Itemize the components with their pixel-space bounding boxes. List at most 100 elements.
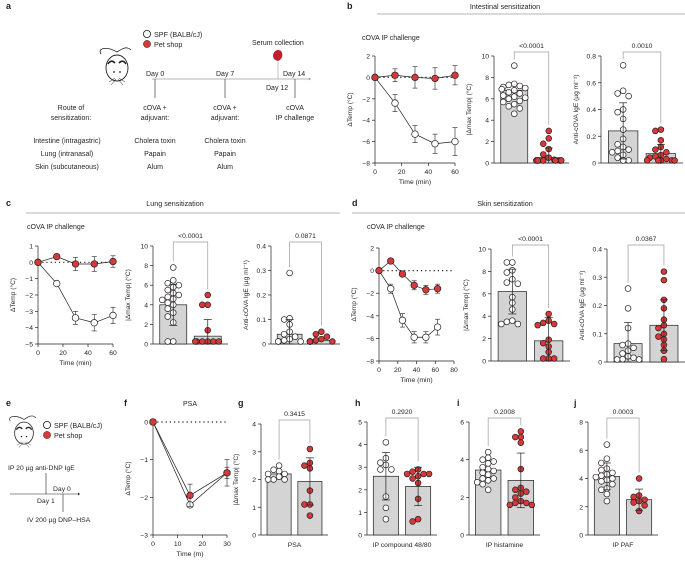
- data-point-spf: [506, 96, 512, 102]
- data-point-petshop: [546, 311, 552, 317]
- panel-label-d: d: [352, 198, 358, 208]
- day-7-label: Day 7: [216, 71, 234, 78]
- data-point-spf: [378, 460, 384, 466]
- data-point-petshop: [387, 258, 394, 265]
- data-point-spf: [159, 297, 165, 303]
- y-tick-label: 6: [485, 96, 489, 103]
- y-axis-label: Anti-cOVA IgE (µg ml⁻¹): [579, 271, 586, 341]
- y-tick-label: 0.2: [587, 134, 597, 141]
- col3-header-1: cOVA: [286, 105, 304, 112]
- data-point-spf: [615, 91, 621, 97]
- data-point-spf: [276, 468, 282, 474]
- legend-petshop-marker: [43, 431, 50, 438]
- data-point-spf: [452, 138, 459, 145]
- chart-c-max: 0 2 4 6 8 10 |Δmax Temp| (°C) <0.0001: [124, 233, 228, 349]
- data-point-spf: [604, 498, 610, 504]
- section-title-b: Intestinal sensitization: [470, 2, 540, 11]
- data-point-spf: [271, 467, 277, 473]
- mouse-icon: [100, 48, 131, 85]
- data-point-spf: [615, 141, 621, 147]
- y-tick-label: 4: [252, 422, 256, 429]
- data-point-petshop: [210, 339, 216, 345]
- data-point-spf: [604, 456, 610, 462]
- y-tick-label: 0.4: [257, 244, 267, 251]
- chart-b-line: −8−6−4−202ΔTemp (°C)cOVA IP challenge0 20…: [346, 35, 459, 186]
- x-tick-label: 80: [450, 367, 458, 374]
- panel-a: a SPF (BALB/cJ) Pet shop Serum collectio…: [6, 1, 314, 171]
- y-tick-label: 0: [366, 75, 370, 82]
- data-point-spf: [631, 345, 637, 351]
- chart-f-line: −3 −2 −1 0 ΔTemp (°C) PSA 0 10 20 30 Time (m): [124, 401, 231, 558]
- y-axis-label: ΔTemp (°C): [350, 287, 358, 321]
- y-tick-label: 6: [144, 283, 148, 290]
- y-tick-label: −3: [25, 309, 33, 316]
- data-point-spf: [615, 148, 621, 154]
- data-point-petshop: [205, 302, 211, 308]
- data-point-spf: [383, 505, 389, 511]
- y-axis-label: |Δmax Temp| (°C): [465, 84, 473, 136]
- p-value-label: 0.2008: [494, 409, 515, 416]
- p-value-label: 0.0010: [632, 43, 653, 50]
- y-tick-label: 4: [579, 476, 583, 483]
- y-tick-label: 0: [262, 342, 266, 349]
- ip-injection-label: IP 20 µg anti-DNP IgE: [8, 465, 75, 472]
- data-point-petshop: [307, 513, 313, 519]
- data-point-petshop: [313, 331, 319, 337]
- data-point-petshop: [512, 487, 518, 493]
- data-point-petshop: [535, 322, 541, 328]
- data-point-spf: [498, 321, 504, 327]
- data-point-spf: [411, 334, 418, 341]
- significance-bracket: [279, 420, 310, 460]
- data-point-petshop: [434, 285, 441, 292]
- data-point-petshop: [658, 137, 664, 143]
- data-point-spf: [271, 477, 277, 483]
- legend-petshop-marker: [143, 40, 150, 47]
- data-point-spf: [511, 81, 517, 87]
- data-point-spf: [480, 464, 486, 470]
- day-1-label: Day 1: [37, 498, 55, 505]
- data-point-spf: [392, 100, 399, 107]
- data-point-spf: [282, 477, 288, 483]
- data-point-spf: [281, 331, 287, 337]
- iv-injection-label: IV 200 µg DNP–HSA: [27, 517, 91, 524]
- panel-e: e SPF (BALB/cJ) Pet shop IP 20 µg anti-D…: [6, 398, 102, 524]
- chart-d-max: 0246810|Δmax Temp| (°C)<0.0001: [462, 236, 570, 366]
- y-tick-label: 10: [481, 54, 489, 61]
- y-tick-label: 0: [579, 533, 583, 540]
- data-point-spf: [511, 63, 517, 69]
- y-tick-label: 1: [358, 510, 362, 517]
- y-tick-label: −4: [362, 118, 370, 125]
- data-point-spf: [625, 286, 631, 292]
- data-point-spf: [614, 357, 620, 363]
- significance-bracket: [386, 418, 418, 461]
- data-point-petshop: [663, 149, 669, 155]
- y-tick-label: −2: [25, 293, 33, 300]
- data-point-petshop: [324, 334, 330, 340]
- chart-b-max: 0246810|Δmax Temp| (°C)<0.0001: [465, 43, 569, 168]
- panel-label-a: a: [6, 1, 12, 11]
- data-point-petshop: [302, 463, 308, 469]
- col2-header-2: adjuvant:: [211, 115, 239, 122]
- data-point-spf: [599, 473, 605, 479]
- data-point-spf: [522, 85, 528, 91]
- data-point-petshop: [656, 334, 662, 340]
- y-tick-label: 8: [482, 269, 486, 276]
- data-point-petshop: [302, 502, 308, 508]
- col3-header-2: IP challenge: [276, 115, 315, 122]
- y-tick-label: 4: [460, 457, 464, 464]
- data-point-petshop: [392, 72, 399, 79]
- data-point-spf: [517, 91, 523, 97]
- x-tick-label: 0: [151, 541, 155, 548]
- p-value-label: <0.0001: [518, 236, 543, 243]
- data-point-spf: [599, 467, 605, 473]
- data-point-spf: [387, 285, 394, 292]
- data-point-petshop: [518, 440, 524, 446]
- data-point-spf: [609, 149, 615, 155]
- col2-header-1: cOVA +: [213, 105, 236, 112]
- data-point-spf: [517, 83, 523, 89]
- data-point-petshop: [313, 337, 319, 343]
- y-tick-label: −8: [362, 161, 370, 168]
- data-point-spf: [500, 99, 506, 105]
- data-point-petshop: [661, 269, 667, 275]
- data-point-petshop: [546, 135, 552, 141]
